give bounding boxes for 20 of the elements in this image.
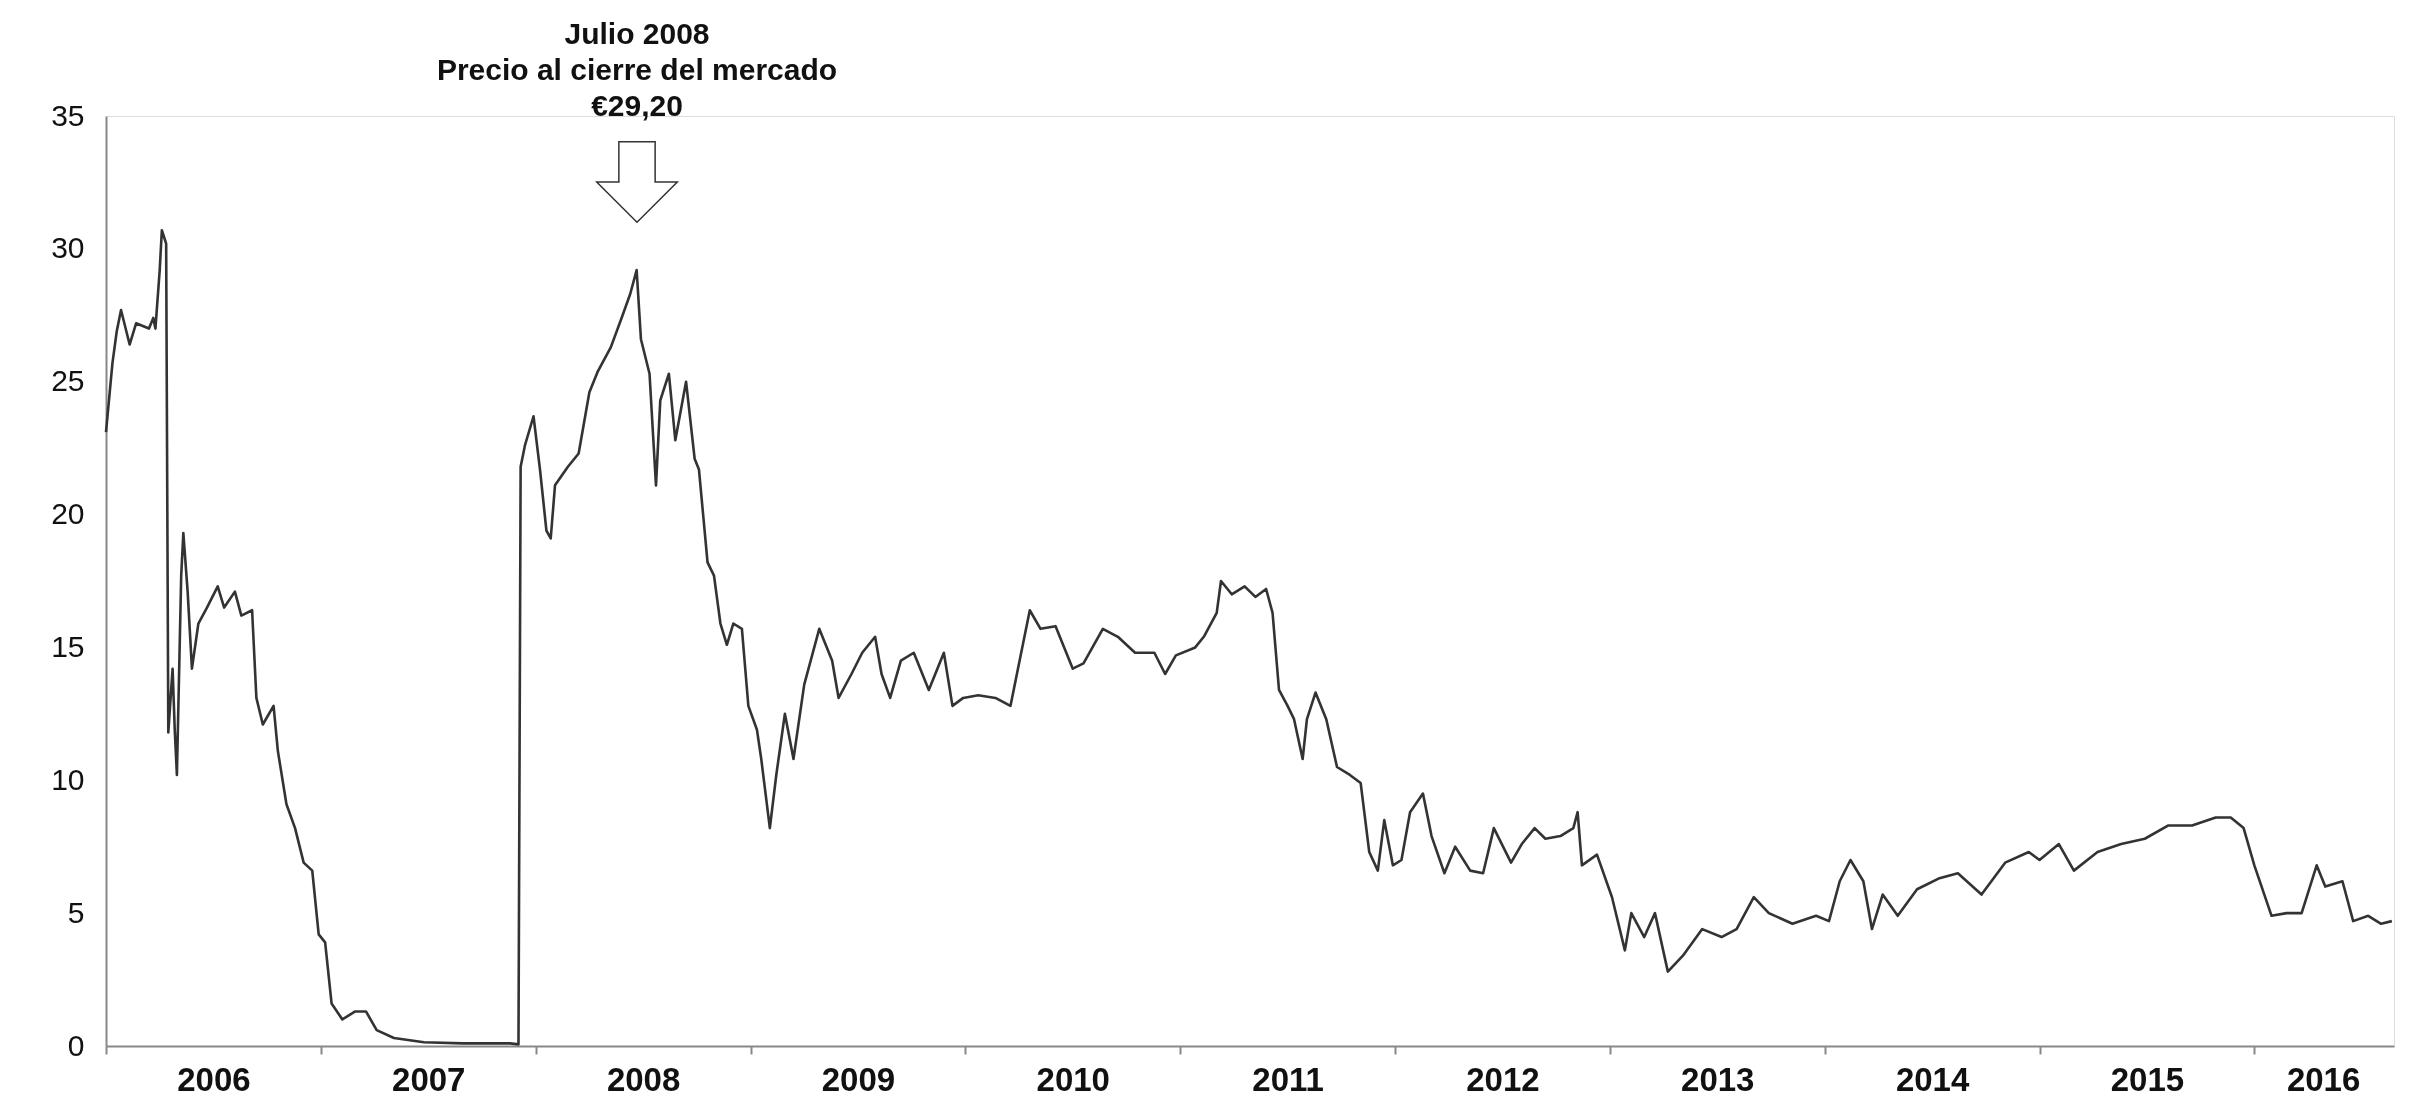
x-tick-label: 2008 [606,1060,681,1096]
y-tick-label: 25 [51,364,85,398]
y-tick-label: 10 [51,762,85,796]
y-tick-label: 0 [67,1028,85,1062]
x-tick-label: 2009 [821,1060,896,1096]
x-tick-label: 2011 [1252,1060,1324,1096]
x-tick-label: 2006 [177,1060,251,1096]
y-tick-label: 15 [51,629,85,663]
y-tick-label: 30 [51,231,85,265]
x-tick-label: 2010 [1036,1060,1110,1096]
x-tick-label: 2014 [1895,1060,1970,1096]
annotation: Julio 2008 Precio al cierre del mercado €29,20 [436,17,838,122]
y-tick-label: 5 [67,895,85,929]
x-tick-label: 2012 [1466,1060,1540,1096]
y-tick-label: 20 [51,497,85,531]
x-tick-label: 2015 [2110,1060,2185,1096]
x-tick-label: 2007 [392,1060,466,1096]
x-tick-label: 2016 [2286,1060,2361,1096]
y-tick-label: 35 [51,98,85,132]
x-tick-label: 2013 [1681,1060,1755,1096]
